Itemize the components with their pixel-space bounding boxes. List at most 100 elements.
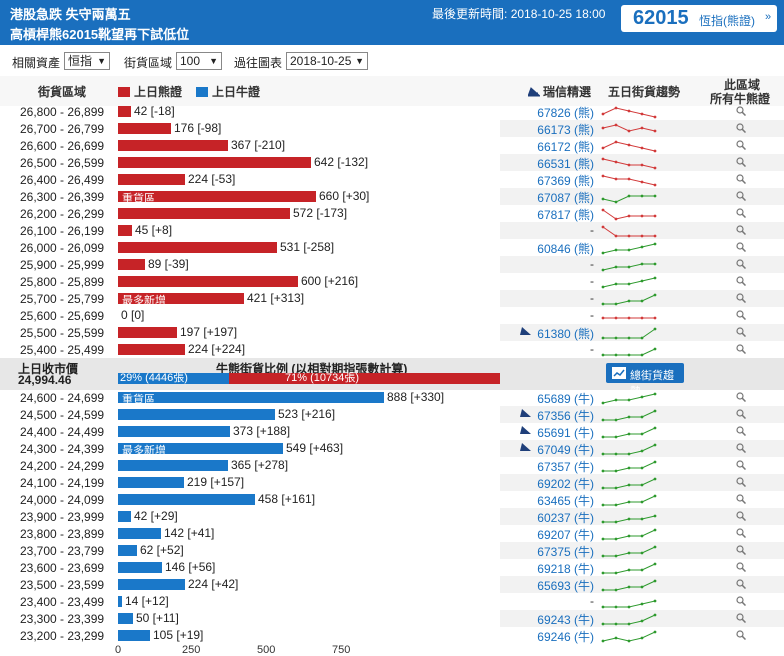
- bull-table-row: 23,700 - 23,799 62 [+52] 67375 (牛): [0, 542, 784, 559]
- axis-tick-label: 250: [182, 644, 201, 656]
- bear-table-row: 26,300 - 26,399 重貨區 660 [+30] 67087 (熊): [0, 188, 784, 205]
- magnifier-icon[interactable]: [736, 276, 746, 286]
- recommended-warrant-link[interactable]: 67087 (熊): [537, 191, 594, 205]
- warrant-code-selector[interactable]: 62015 恆指(熊證) »: [621, 5, 777, 32]
- recommended-warrant-link[interactable]: 65689 (牛): [537, 392, 594, 406]
- headline-primary[interactable]: 港股急跌 失守兩萬五: [10, 7, 131, 22]
- headline-secondary[interactable]: 高槓桿熊62015靴望再下試低位: [10, 27, 190, 42]
- bull-bar: [118, 613, 133, 624]
- magnifier-icon[interactable]: [736, 293, 746, 303]
- magnifier-icon[interactable]: [736, 477, 746, 487]
- bear-bar: [118, 157, 311, 168]
- magnifier-icon[interactable]: [736, 140, 746, 150]
- past-chart-control: 過往圖表 2018-10-25 ▼: [234, 51, 374, 71]
- bear-ratio-bar: 71% (10734張): [229, 373, 500, 384]
- magnifier-icon[interactable]: [736, 174, 746, 184]
- magnifier-icon[interactable]: [736, 545, 746, 555]
- magnifier-icon[interactable]: [736, 327, 746, 337]
- magnifier-icon[interactable]: [736, 596, 746, 606]
- bull-table-row: 23,500 - 23,599 224 [+42] 65693 (牛): [0, 576, 784, 593]
- trend-point: [614, 503, 618, 507]
- magnifier-icon[interactable]: [736, 511, 746, 521]
- trend-point: [601, 469, 605, 473]
- magnifier-icon[interactable]: [736, 191, 746, 201]
- magnifier-icon[interactable]: [736, 259, 746, 269]
- bear-table-row: 26,200 - 26,299 572 [-173] 67817 (熊): [0, 205, 784, 222]
- trend-point: [640, 415, 644, 419]
- bull-table-row: 24,200 - 24,299 365 [+278] 67357 (牛): [0, 457, 784, 474]
- magnifier-icon[interactable]: [736, 579, 746, 589]
- trend-point: [640, 262, 644, 266]
- trend-sparkline: [601, 426, 657, 439]
- trend-point: [640, 163, 644, 167]
- trend-point: [653, 242, 657, 246]
- bear-table-row: 25,700 - 25,799 最多新增 421 [+313] -: [0, 290, 784, 307]
- bull-bar: [118, 630, 150, 641]
- recommended-warrant-link[interactable]: 66531 (熊): [537, 157, 594, 171]
- recommended-warrant-link[interactable]: 67356 (牛): [537, 409, 594, 423]
- bear-swatch: [118, 87, 130, 97]
- magnifier-icon[interactable]: [736, 310, 746, 320]
- range-label: 23,300 - 23,399: [20, 612, 105, 626]
- magnifier-icon[interactable]: [736, 613, 746, 623]
- range-select-value: 100: [180, 54, 201, 68]
- magnifier-icon[interactable]: [736, 157, 746, 167]
- magnifier-icon[interactable]: [736, 426, 746, 436]
- range-select[interactable]: 100 ▼: [176, 52, 222, 70]
- magnifier-icon[interactable]: [736, 106, 746, 116]
- recommended-warrant-link[interactable]: 61380 (熊): [537, 327, 594, 341]
- recommended-warrant-link[interactable]: 67817 (熊): [537, 208, 594, 222]
- recommended-warrant-link[interactable]: 60237 (牛): [537, 511, 594, 525]
- recommended-warrant-link[interactable]: 69202 (牛): [537, 477, 594, 491]
- recommended-warrant-link[interactable]: 67369 (熊): [537, 174, 594, 188]
- trend-point: [627, 622, 631, 626]
- magnifier-icon[interactable]: [736, 494, 746, 504]
- trend-point: [601, 112, 605, 116]
- trend-point: [627, 568, 631, 572]
- bull-table-row: 24,400 - 24,499 373 [+188] 65691 (牛): [0, 423, 784, 440]
- recommended-warrant-link[interactable]: 66172 (熊): [537, 140, 594, 154]
- trend-point: [614, 282, 618, 286]
- asset-select[interactable]: 恒指 ▼: [64, 52, 110, 70]
- bar-value-label: 62 [+52]: [140, 543, 184, 557]
- past-chart-select[interactable]: 2018-10-25 ▼: [286, 52, 368, 70]
- recommended-warrant-link[interactable]: 69218 (牛): [537, 562, 594, 576]
- total-trend-button[interactable]: 總街貨趨勢: [606, 363, 684, 398]
- trend-point: [640, 619, 644, 623]
- recommended-warrant-link[interactable]: 65691 (牛): [537, 426, 594, 440]
- bear-bar: [118, 191, 316, 202]
- magnifier-icon[interactable]: [736, 443, 746, 453]
- trend-point: [614, 234, 618, 238]
- magnifier-icon[interactable]: [736, 528, 746, 538]
- trend-point: [614, 106, 618, 110]
- trend-point: [614, 177, 618, 181]
- recommended-warrant-link[interactable]: 69243 (牛): [537, 613, 594, 627]
- bear-table-row: 26,800 - 26,899 42 [-18] 67826 (熊): [0, 103, 784, 120]
- recommended-warrant-link[interactable]: 67357 (牛): [537, 460, 594, 474]
- bear-table-row: 26,400 - 26,499 224 [-53] 67369 (熊): [0, 171, 784, 188]
- magnifier-icon[interactable]: [736, 392, 746, 402]
- trend-point: [601, 336, 605, 340]
- credit-suisse-sail-icon: [520, 409, 531, 417]
- magnifier-icon[interactable]: [736, 630, 746, 640]
- range-label: 26,800 - 26,899: [20, 105, 105, 119]
- magnifier-icon[interactable]: [736, 460, 746, 470]
- magnifier-icon[interactable]: [736, 225, 746, 235]
- trend-point: [640, 234, 644, 238]
- recommended-warrant-link[interactable]: 69207 (牛): [537, 528, 594, 542]
- recommended-warrant-link[interactable]: 65693 (牛): [537, 579, 594, 593]
- magnifier-icon[interactable]: [736, 208, 746, 218]
- recommended-warrant-link[interactable]: 69246 (牛): [537, 630, 594, 644]
- recommended-warrant-link[interactable]: 60846 (熊): [537, 242, 594, 256]
- magnifier-icon[interactable]: [736, 562, 746, 572]
- trend-sparkline: [601, 409, 657, 422]
- recommended-warrant-link[interactable]: 66173 (熊): [537, 123, 594, 137]
- magnifier-icon[interactable]: [736, 242, 746, 252]
- magnifier-icon[interactable]: [736, 409, 746, 419]
- recommended-warrant-link[interactable]: 63465 (牛): [537, 494, 594, 508]
- recommended-warrant-link[interactable]: 67049 (牛): [537, 443, 594, 457]
- recommended-warrant-link[interactable]: 67826 (熊): [537, 106, 594, 120]
- magnifier-icon[interactable]: [736, 344, 746, 354]
- recommended-warrant-link[interactable]: 67375 (牛): [537, 545, 594, 559]
- magnifier-icon[interactable]: [736, 123, 746, 133]
